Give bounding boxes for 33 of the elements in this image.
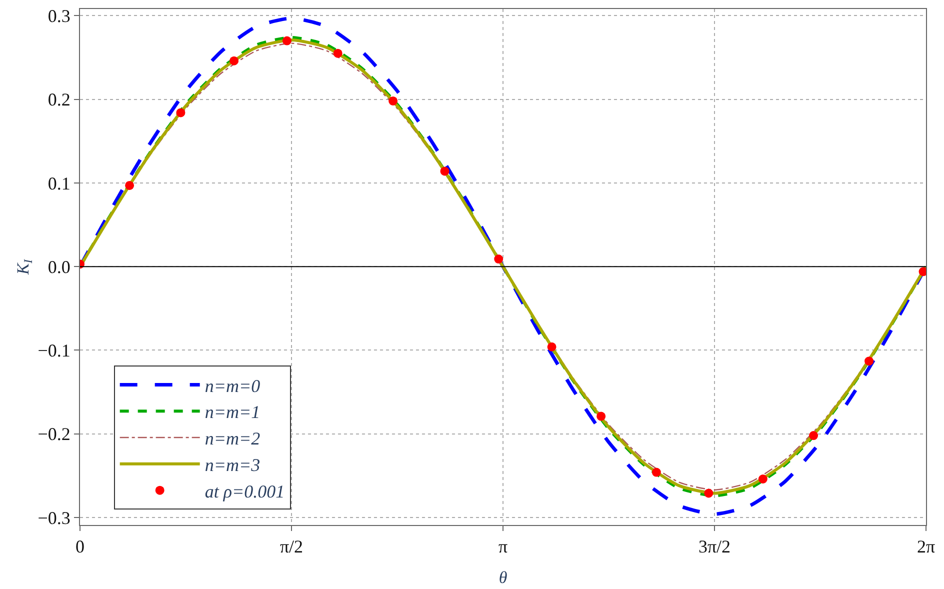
point [282,36,292,46]
x-tick-label: π/2 [280,536,304,557]
point [440,166,450,176]
y-tick-label: −0.1 [38,340,70,361]
point [547,342,556,352]
legend-label: n=m=2 [204,428,260,449]
legend-label: n=m=3 [204,454,260,475]
point [388,96,398,106]
point [809,431,818,440]
point [333,48,342,58]
point [230,56,239,66]
point [596,412,606,421]
y-tick-label: 0.1 [48,173,70,194]
x-tick-label: 2π [916,536,936,557]
y-tick-label: 0.2 [48,90,70,110]
legend-label: at ρ=0.001 [204,481,285,502]
x-tick-label: 0 [76,536,84,557]
point [758,474,768,484]
x-axis-title: θ [498,568,508,587]
point [176,108,186,118]
y-tick-label: −0.2 [38,424,70,444]
point [494,254,504,264]
y-tick-label: 0.3 [48,6,70,26]
x-tick-label: π [498,536,508,557]
point [652,468,661,477]
legend-label: n=m=0 [204,376,260,396]
point [125,180,134,190]
y-tick-label: 0.0 [48,256,70,277]
point [864,356,874,366]
point [704,488,714,498]
x-tick-label: 3π/2 [698,536,731,557]
legend-label: n=m=1 [204,402,260,422]
y-tick-label: −0.3 [38,508,70,528]
